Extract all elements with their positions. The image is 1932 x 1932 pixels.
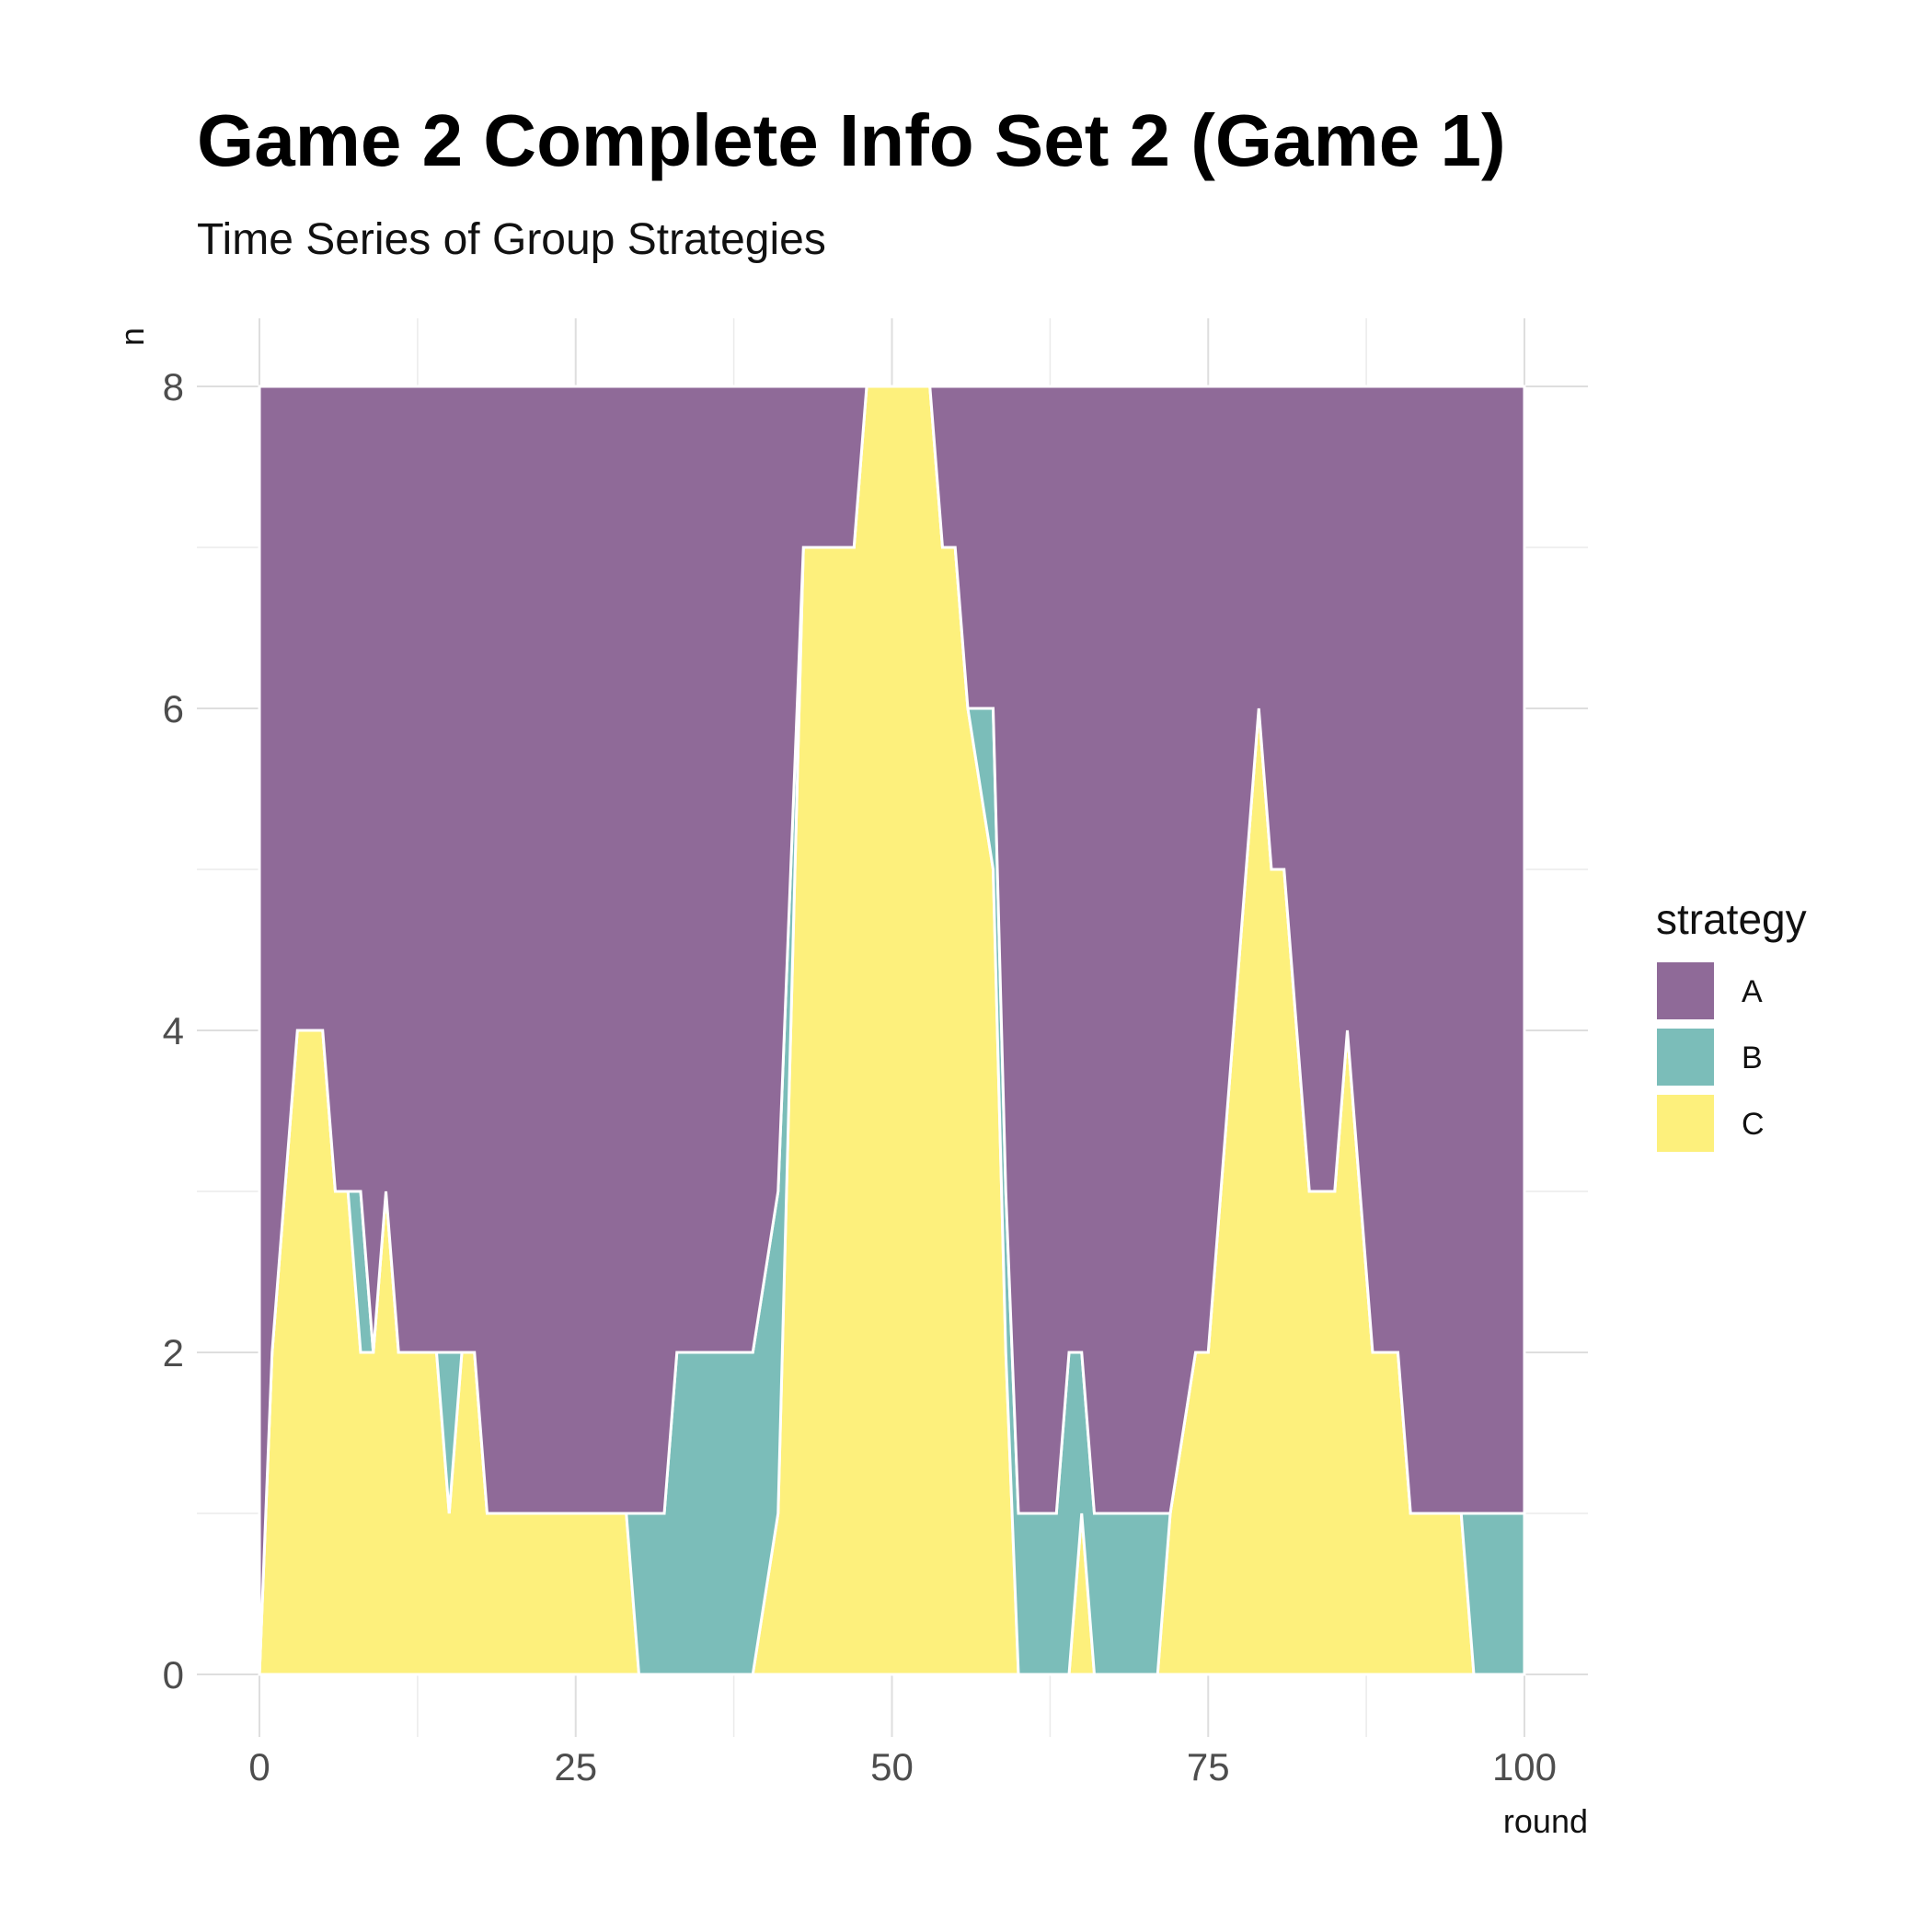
x-tick-label: 0: [248, 1745, 270, 1788]
legend-label-B: B: [1742, 1041, 1763, 1075]
legend-label-A: A: [1742, 974, 1763, 1009]
legend-title: strategy: [1656, 895, 1807, 943]
legend: strategy ABC: [1656, 895, 1807, 1152]
y-tick-label: 8: [163, 365, 184, 408]
y-tick-label: 2: [163, 1331, 184, 1374]
x-tick-label: 50: [870, 1745, 914, 1788]
legend-key-B: [1657, 1029, 1714, 1086]
y-axis-label: n: [113, 328, 151, 346]
x-tick-label: 100: [1492, 1745, 1557, 1788]
y-tick-label: 4: [163, 1009, 184, 1052]
y-tick-label: 6: [163, 687, 184, 730]
y-tick-label: 0: [163, 1653, 184, 1696]
x-axis-label: round: [1503, 1802, 1588, 1840]
legend-label-C: C: [1742, 1107, 1765, 1142]
legend-key-A: [1657, 962, 1714, 1019]
x-tick-label: 25: [554, 1745, 597, 1788]
x-tick-label: 75: [1187, 1745, 1230, 1788]
legend-key-C: [1657, 1095, 1714, 1152]
chart-title: Game 2 Complete Info Set 2 (Game 1): [197, 99, 1506, 181]
stacked-areas: [259, 386, 1524, 1674]
chart-subtitle: Time Series of Group Strategies: [197, 215, 826, 264]
